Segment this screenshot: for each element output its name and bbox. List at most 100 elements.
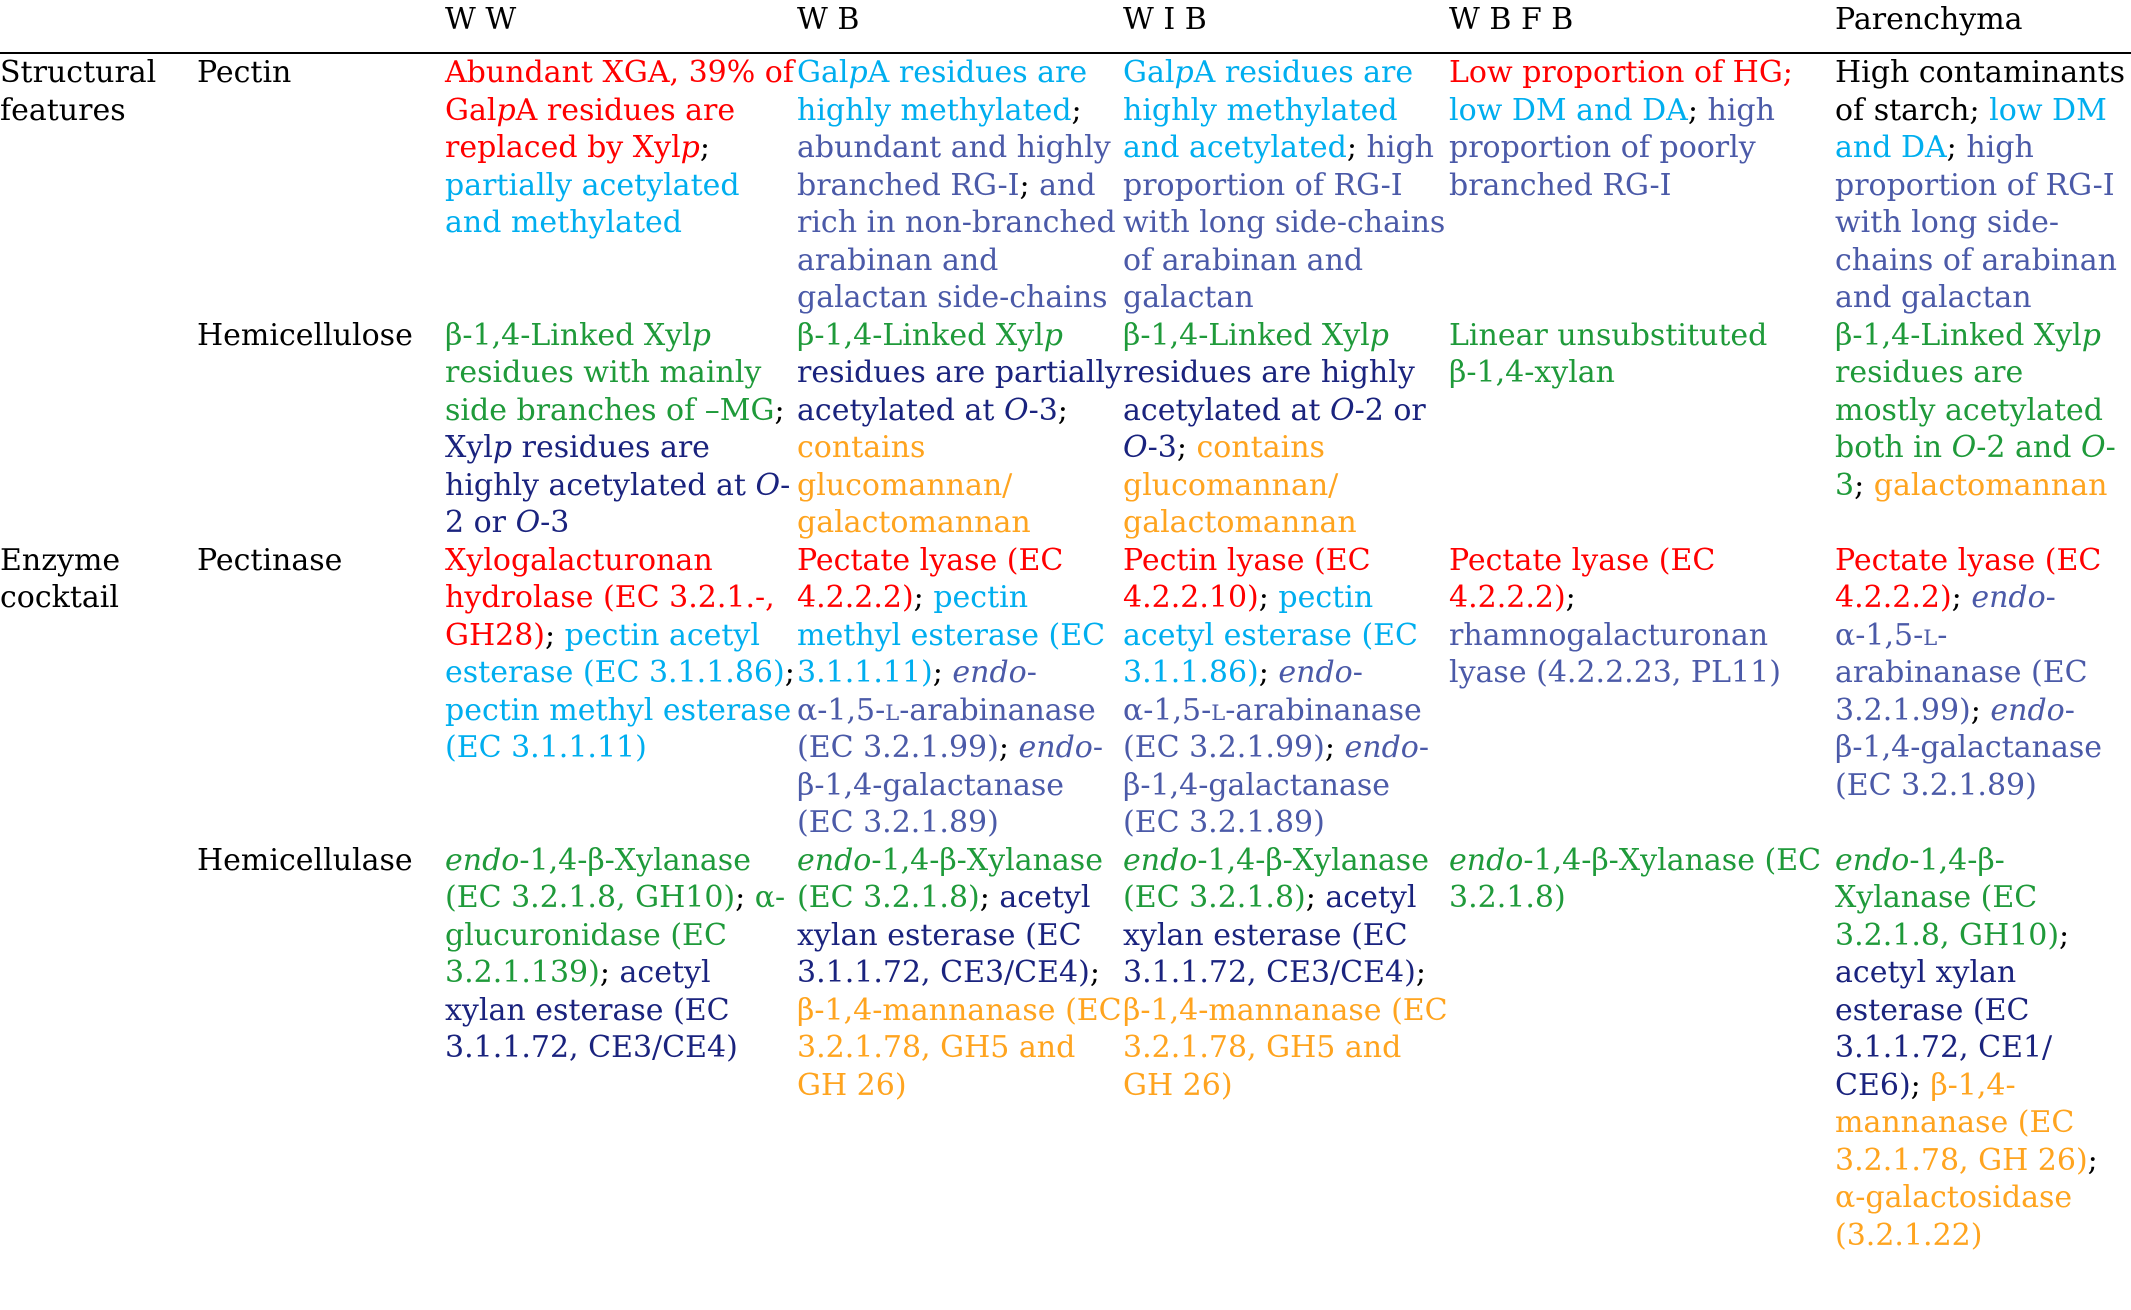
text-segment: contains glucomannan/ galactomannan [797,430,1031,540]
text-segment: ; [913,580,934,615]
text-segment: ; [1346,130,1367,165]
header-ww: W W [445,2,517,37]
text-segment: Pectin lyase (EC 4.2.2.10) [1123,542,1371,616]
text-segment: p [680,130,700,165]
text-segment: β-1,4-Linked Xyl [797,317,1044,353]
text-segment: β-1,4-Linked Xyl [1835,317,2082,353]
text-segment: -1,4-β-Xylanase (EC 3.2.1.8, GH10) [1835,842,2060,953]
text-segment: ; [1970,692,1991,728]
text-segment: O [1003,392,1029,428]
text-segment: residues are mostly acetylated both in [1835,355,2103,465]
text-segment: ; [1687,92,1708,128]
text-segment: residues are highly acetylated at [1123,355,1415,428]
text-segment: -2 or [445,467,791,541]
text-segment: -arabinanase (EC 3.2.1.99) [1123,692,1422,766]
text-segment: ; [1019,167,1040,203]
text-segment: -3 [1835,430,2116,503]
row-label: Hemicellulase [197,842,413,878]
table-cell: High contaminants of starch; low DM and … [1835,53,2131,317]
text-segment: l [1923,617,1938,653]
table-cell: Xylogalacturonan hydrolase (EC 3.2.1.-, … [445,542,797,842]
text-segment: ; [1176,430,1197,465]
text-segment: High contaminants of starch; [1835,55,2125,128]
text-segment: high proportion of poorly branched RG-I [1449,92,1775,203]
text-segment: p [2081,317,2101,353]
table-cell: endo-1,4-β-Xylanase (EC 3.2.1.8, GH10); … [445,842,797,1255]
text-segment: acetyl xylan esterase (EC 3.1.1.72, CE1/… [1835,955,2053,1103]
text-segment: high proportion of RG-I with long side-c… [1123,130,1446,315]
text-segment: -β-1,4-galactanase (EC 3.2.1.89) [797,730,1103,840]
table-cell: β-1,4-Linked Xylp residues are partially… [797,317,1123,542]
text-segment: endo [952,655,1027,690]
header-wib: W I B [1123,2,1207,37]
text-segment: endo [1449,842,1524,878]
table-row: Structural features Pectin Abundant XGA,… [0,53,2131,317]
text-segment: -3 [540,505,570,540]
text-segment: Gal [797,55,849,90]
text-segment: ; [1258,580,1279,615]
text-segment: ; [1057,392,1068,428]
text-segment: endo [1344,730,1419,765]
text-segment: ; [1071,92,1082,128]
text-segment: -arabinanase (EC 3.2.1.99) [797,692,1096,766]
header-wbfb: W B F B [1449,2,1574,37]
row-label: Hemicellulose [197,317,413,353]
text-segment: β-1,4-Linked Xyl [1123,317,1370,353]
text-segment: O [515,505,541,540]
text-segment: -α-1,5- [1123,655,1363,728]
text-segment: acetyl xylan esterase (EC 3.1.1.72, CE3/… [445,955,738,1065]
comparison-table: W W W B W I B W B F B Parenchyma Structu… [0,0,2131,1255]
table-header: W W W B W I B W B F B Parenchyma [0,0,2131,53]
text-segment: acetyl xylan esterase (EC 3.1.1.72, CE3/… [1123,880,1417,990]
table-cell: Abundant XGA, 39% of GalpA residues are … [445,53,797,317]
text-segment: O [1123,430,1148,465]
text-segment: residues are partially acetylated at [797,355,1122,428]
text-segment: p [1369,317,1389,353]
text-segment: pectin acetyl esterase (EC 3.1.1.86) [1123,580,1419,690]
text-segment: and rich in non-branched arabinan and ga… [797,167,1116,316]
text-segment: pectin acetyl esterase (EC 3.1.1.86) [445,617,785,691]
text-segment: ; [932,655,953,690]
table-row: Enzyme cocktail Pectinase Xylogalacturon… [0,542,2131,842]
text-segment: ; [1565,580,1576,615]
text-segment: Gal [1123,55,1175,90]
text-segment: -arabinanase (EC 3.2.1.99) [1835,617,2088,728]
text-segment: -α-1,5- [797,655,1037,728]
table-cell: Linear unsubstituted β-1,4-xylan [1449,317,1835,542]
text-segment: O [755,467,781,503]
text-segment: β-1,4-Linked Xyl [445,317,692,353]
text-segment: ; [1305,880,1326,915]
header-parenchyma: Parenchyma [1835,2,2023,37]
text-segment: -1,4-β-Xylanase (EC 3.2.1.8, GH10) [445,842,751,916]
text-segment: Xyl [445,430,493,465]
text-segment: -3 [1028,392,1058,428]
table-cell: Low proportion of HG; low DM and DA; hig… [1449,53,1835,317]
text-segment: galactomannan [1873,467,2108,503]
text-segment: p [691,317,711,353]
text-segment: -2 and [1976,430,2081,465]
text-segment: β-1,4-mannanase (EC 3.2.1.78, GH5 and GH… [797,992,1122,1103]
text-segment: rhamnogalacturonan lyase (4.2.2.23, PL11… [1449,617,1781,691]
table-cell: β-1,4-Linked Xylp residues are mostly ac… [1835,317,2131,542]
text-segment: ; [599,955,620,990]
table-cell: GalpA residues are highly methylated; ab… [797,53,1123,317]
text-segment: ; [979,880,1000,915]
text-segment: O [2080,430,2106,465]
table-cell: β-1,4-Linked Xylp residues are highly ac… [1123,317,1449,542]
text-segment: A residues are replaced by Xyl [445,92,736,166]
table-cell: Pectate lyase (EC 4.2.2.2); rhamnogalact… [1449,542,1835,842]
table-cell: endo-1,4-β-Xylanase (EC 3.2.1.8); acetyl… [1123,842,1449,1255]
text-segment: endo [1971,580,2046,615]
text-segment: ; [735,880,755,915]
text-segment: ; [774,392,785,428]
row-group-label: Enzyme cocktail [0,542,121,616]
text-segment: -1,4-β-Xylanase (EC 3.2.1.8) [1449,842,1822,916]
text-segment: Pectate lyase (EC 4.2.2.2) [1449,542,1716,616]
text-segment: ; [1951,580,1972,615]
text-segment: Low proportion of HG; [1449,55,1793,90]
text-segment: p [496,92,516,128]
text-segment: endo [1018,730,1093,765]
header-wb: W B [797,2,860,37]
header-row: W W W B W I B W B F B Parenchyma [0,0,2131,53]
text-segment: endo [445,842,520,878]
